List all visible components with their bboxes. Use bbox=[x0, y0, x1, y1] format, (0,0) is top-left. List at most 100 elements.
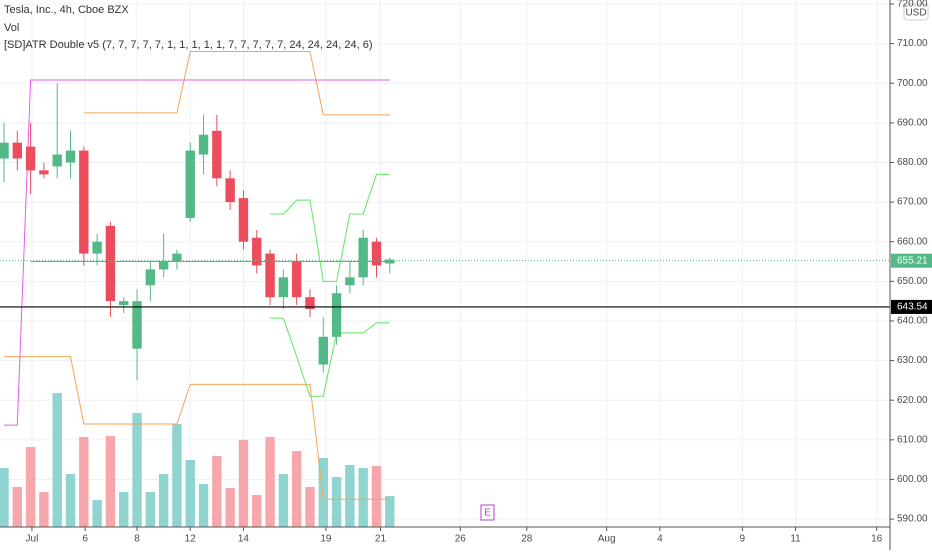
y-tick-label: 630.00 bbox=[897, 355, 928, 366]
x-tick-label: Aug bbox=[598, 534, 616, 545]
earnings-marker[interactable]: E bbox=[484, 508, 491, 519]
x-tick-label: 8 bbox=[134, 534, 140, 545]
x-tick-label: 9 bbox=[740, 534, 746, 545]
candle-body bbox=[345, 277, 355, 286]
candle-body bbox=[0, 142, 9, 159]
candles bbox=[0, 83, 395, 381]
x-tick-label: 26 bbox=[455, 534, 467, 545]
x-tick-label: 11 bbox=[790, 534, 801, 545]
volume-bar bbox=[278, 474, 289, 527]
candle-body bbox=[119, 301, 129, 306]
volume-bar bbox=[158, 474, 169, 527]
candle-body bbox=[92, 241, 102, 254]
symbol-title: Tesla, Inc., 4h, Cboe BZX bbox=[4, 4, 129, 16]
volume-bar bbox=[265, 437, 275, 527]
volume-bar bbox=[12, 487, 22, 527]
candle-body bbox=[52, 154, 62, 167]
candle-body bbox=[132, 301, 142, 349]
y-tick-label: 680.00 bbox=[897, 157, 928, 168]
candle-body bbox=[105, 225, 116, 302]
volume-bar bbox=[105, 436, 116, 527]
x-tick-label: 14 bbox=[238, 534, 250, 545]
y-tick-label: 720.00 bbox=[897, 0, 928, 10]
candle-body bbox=[278, 277, 289, 298]
y-tick-label: 690.00 bbox=[897, 117, 928, 128]
candle-body bbox=[25, 146, 36, 171]
volume-bar bbox=[132, 413, 142, 527]
x-tick-label: 28 bbox=[521, 534, 533, 545]
volume bbox=[0, 393, 395, 527]
volume-bar bbox=[52, 393, 62, 527]
candle-body bbox=[385, 259, 395, 264]
y-tick-label: 640.00 bbox=[897, 316, 928, 327]
x-tick-label: 19 bbox=[320, 534, 332, 545]
indicator-line bbox=[83, 51, 390, 116]
y-tick-label: 590.00 bbox=[897, 514, 928, 525]
indicator-line bbox=[270, 317, 390, 397]
volume-bar bbox=[25, 447, 36, 527]
volume-bar bbox=[238, 440, 249, 527]
price-label-box bbox=[891, 253, 932, 268]
indicator-line bbox=[3, 356, 390, 500]
volume-bar bbox=[331, 477, 342, 527]
currency[interactable]: USD bbox=[905, 8, 926, 19]
volume-bar bbox=[65, 474, 76, 527]
volume-bar bbox=[291, 451, 302, 527]
candle-body bbox=[318, 336, 328, 365]
candle-body bbox=[371, 241, 382, 266]
y-tick-label: 660.00 bbox=[897, 236, 928, 247]
y-tick-label: 620.00 bbox=[897, 395, 928, 406]
candle-body bbox=[238, 198, 249, 242]
price-label: 655.21 bbox=[897, 255, 928, 266]
candle-body bbox=[39, 170, 49, 175]
volume-bar bbox=[358, 468, 368, 527]
legend-item: Vol bbox=[4, 22, 19, 34]
candle-body bbox=[12, 142, 22, 159]
legend: Tesla, Inc., 4h, Cboe BZX Vol [SD]ATR Do… bbox=[4, 4, 373, 51]
volume-bar bbox=[145, 492, 156, 527]
volume-bar bbox=[185, 460, 195, 527]
x-tick-label: 6 bbox=[82, 534, 88, 545]
y-tick-label: 650.00 bbox=[897, 276, 928, 287]
candle-body bbox=[172, 253, 182, 262]
x-tick-label: 4 bbox=[657, 534, 663, 545]
overlay bbox=[0, 260, 890, 308]
volume-bar bbox=[79, 437, 89, 527]
legend-item: [SD]ATR Double v5 (7, 7, 7, 7, 7, 1, 1, … bbox=[4, 39, 373, 51]
volume-bar bbox=[172, 424, 182, 527]
volume-bar bbox=[198, 484, 209, 527]
candle-body bbox=[225, 178, 235, 203]
grid bbox=[0, 0, 890, 527]
volume-bar bbox=[39, 492, 49, 527]
volume-bar bbox=[318, 458, 328, 527]
candle-body bbox=[331, 293, 342, 337]
indicator-line bbox=[270, 173, 390, 282]
earnings-box[interactable] bbox=[480, 504, 495, 521]
indicator-line bbox=[3, 79, 390, 426]
volume-bar bbox=[0, 468, 9, 527]
candle-body bbox=[212, 130, 222, 179]
price-label-box bbox=[891, 299, 932, 314]
currency-box[interactable] bbox=[903, 3, 929, 21]
candle-body bbox=[252, 237, 262, 266]
candle-body bbox=[185, 150, 195, 218]
y-tick-label: 610.00 bbox=[897, 434, 928, 445]
x-tick-label: Jul bbox=[26, 534, 39, 545]
volume-bar bbox=[252, 495, 262, 527]
price-label: 643.54 bbox=[897, 302, 928, 313]
volume-bar bbox=[119, 492, 129, 527]
candle-body bbox=[65, 150, 76, 163]
candle-body bbox=[265, 253, 275, 298]
indicators bbox=[3, 51, 390, 500]
candle-body bbox=[145, 269, 156, 286]
candle-body bbox=[79, 150, 89, 254]
candle-body bbox=[305, 297, 315, 310]
candle-body bbox=[198, 134, 209, 155]
volume-bar bbox=[305, 487, 315, 527]
candle-body bbox=[291, 261, 302, 298]
y-tick-label: 700.00 bbox=[897, 78, 928, 89]
y-tick-label: 670.00 bbox=[897, 197, 928, 208]
volume-bar bbox=[225, 488, 235, 527]
